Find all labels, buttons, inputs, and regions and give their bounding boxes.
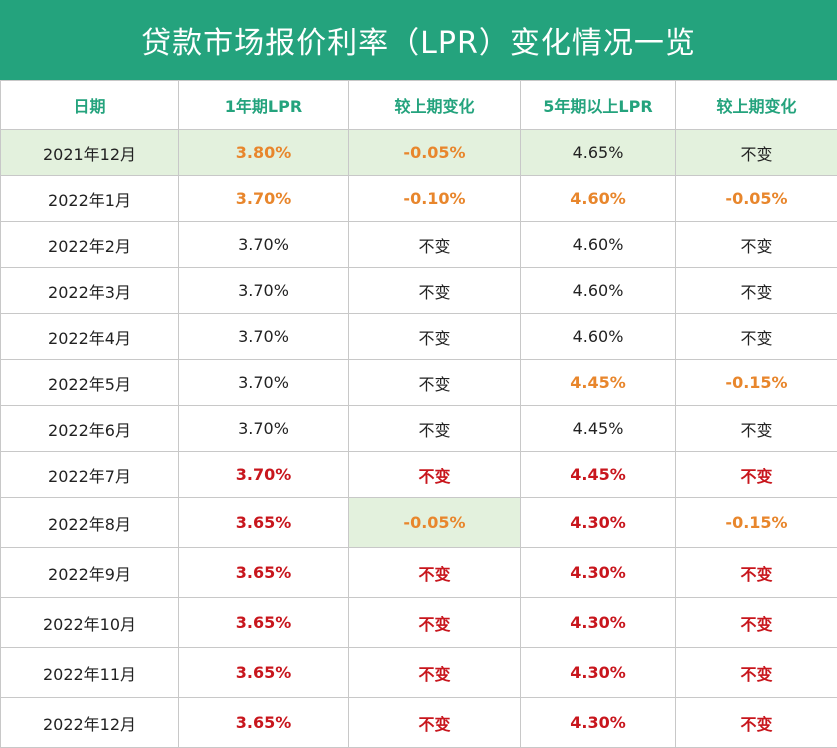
cell-1y-change: 不变	[348, 451, 521, 498]
cell-1y-lpr: 3.70%	[178, 313, 349, 360]
cell-1y-lpr: 3.65%	[178, 647, 349, 698]
table-row: 2022年6月 3.70% 不变 4.45% 不变	[0, 405, 837, 452]
lpr-table: 日期 1年期LPR 较上期变化 5年期以上LPR 较上期变化 2021年12月 3…	[0, 80, 837, 748]
cell-1y-change: 不变	[348, 647, 521, 698]
cell-1y-change: 不变	[348, 597, 521, 648]
cell-5y-change: 不变	[675, 221, 837, 268]
cell-date: 2022年4月	[0, 313, 179, 360]
cell-1y-change: 不变	[348, 547, 521, 598]
table-row: 2022年12月 3.65% 不变 4.30% 不变	[0, 697, 837, 748]
table-row: 2022年4月 3.70% 不变 4.60% 不变	[0, 313, 837, 360]
cell-date: 2022年7月	[0, 451, 179, 498]
cell-5y-lpr: 4.60%	[520, 267, 676, 314]
cell-1y-lpr: 3.65%	[178, 497, 349, 548]
cell-1y-change: -0.05%	[348, 129, 521, 176]
cell-1y-lpr: 3.80%	[178, 129, 349, 176]
cell-date: 2022年12月	[0, 697, 179, 748]
cell-1y-lpr: 3.70%	[178, 267, 349, 314]
cell-1y-lpr: 3.65%	[178, 597, 349, 648]
cell-1y-lpr: 3.65%	[178, 697, 349, 748]
cell-5y-change: 不变	[675, 547, 837, 598]
table-row: 2022年3月 3.70% 不变 4.60% 不变	[0, 267, 837, 314]
cell-1y-change: 不变	[348, 359, 521, 406]
cell-date: 2022年8月	[0, 497, 179, 548]
cell-date: 2022年5月	[0, 359, 179, 406]
table-row: 2022年8月 3.65% -0.05% 4.30% -0.15%	[0, 497, 837, 548]
cell-5y-lpr: 4.30%	[520, 547, 676, 598]
table-row: 2022年7月 3.70% 不变 4.45% 不变	[0, 451, 837, 498]
cell-5y-change: 不变	[675, 451, 837, 498]
cell-date: 2021年12月	[0, 129, 179, 176]
table-header-row: 日期 1年期LPR 较上期变化 5年期以上LPR 较上期变化	[0, 80, 837, 130]
column-header-5y-lpr: 5年期以上LPR	[520, 80, 676, 130]
cell-1y-lpr: 3.65%	[178, 547, 349, 598]
cell-1y-change: 不变	[348, 697, 521, 748]
column-header-5y-change: 较上期变化	[675, 80, 837, 130]
cell-1y-change: -0.10%	[348, 175, 521, 222]
cell-5y-lpr: 4.45%	[520, 359, 676, 406]
cell-5y-lpr: 4.60%	[520, 175, 676, 222]
cell-1y-lpr: 3.70%	[178, 359, 349, 406]
cell-date: 2022年10月	[0, 597, 179, 648]
cell-date: 2022年6月	[0, 405, 179, 452]
cell-5y-lpr: 4.60%	[520, 313, 676, 360]
cell-1y-change: 不变	[348, 267, 521, 314]
cell-5y-change: -0.15%	[675, 359, 837, 406]
cell-5y-lpr: 4.45%	[520, 405, 676, 452]
table-row: 2022年1月 3.70% -0.10% 4.60% -0.05%	[0, 175, 837, 222]
cell-5y-lpr: 4.45%	[520, 451, 676, 498]
table-row: 2021年12月 3.80% -0.05% 4.65% 不变	[0, 129, 837, 176]
page-title: 贷款市场报价利率（LPR）变化情况一览	[0, 0, 837, 80]
column-header-1y-lpr: 1年期LPR	[178, 80, 349, 130]
cell-5y-change: 不变	[675, 697, 837, 748]
cell-5y-change: 不变	[675, 313, 837, 360]
column-header-1y-change: 较上期变化	[348, 80, 521, 130]
cell-1y-change: -0.05%	[348, 497, 521, 548]
cell-5y-lpr: 4.60%	[520, 221, 676, 268]
cell-date: 2022年1月	[0, 175, 179, 222]
cell-5y-change: 不变	[675, 129, 837, 176]
table-row: 2022年9月 3.65% 不变 4.30% 不变	[0, 547, 837, 598]
cell-5y-change: 不变	[675, 647, 837, 698]
cell-5y-change: 不变	[675, 267, 837, 314]
cell-1y-change: 不变	[348, 405, 521, 452]
cell-5y-change: -0.15%	[675, 497, 837, 548]
cell-date: 2022年9月	[0, 547, 179, 598]
cell-5y-change: 不变	[675, 405, 837, 452]
table-row: 2022年11月 3.65% 不变 4.30% 不变	[0, 647, 837, 698]
cell-5y-change: 不变	[675, 597, 837, 648]
cell-1y-lpr: 3.70%	[178, 175, 349, 222]
cell-1y-lpr: 3.70%	[178, 221, 349, 268]
cell-5y-lpr: 4.65%	[520, 129, 676, 176]
cell-date: 2022年2月	[0, 221, 179, 268]
table-row: 2022年5月 3.70% 不变 4.45% -0.15%	[0, 359, 837, 406]
cell-5y-change: -0.05%	[675, 175, 837, 222]
cell-1y-change: 不变	[348, 221, 521, 268]
cell-5y-lpr: 4.30%	[520, 597, 676, 648]
table-row: 2022年2月 3.70% 不变 4.60% 不变	[0, 221, 837, 268]
cell-date: 2022年3月	[0, 267, 179, 314]
cell-5y-lpr: 4.30%	[520, 497, 676, 548]
cell-5y-lpr: 4.30%	[520, 647, 676, 698]
cell-1y-change: 不变	[348, 313, 521, 360]
cell-date: 2022年11月	[0, 647, 179, 698]
cell-1y-lpr: 3.70%	[178, 451, 349, 498]
table-body: 2021年12月 3.80% -0.05% 4.65% 不变 2022年1月 3.70% -0…	[0, 129, 837, 748]
cell-5y-lpr: 4.30%	[520, 697, 676, 748]
column-header-date: 日期	[0, 80, 179, 130]
table-row: 2022年10月 3.65% 不变 4.30% 不变	[0, 597, 837, 648]
cell-1y-lpr: 3.70%	[178, 405, 349, 452]
